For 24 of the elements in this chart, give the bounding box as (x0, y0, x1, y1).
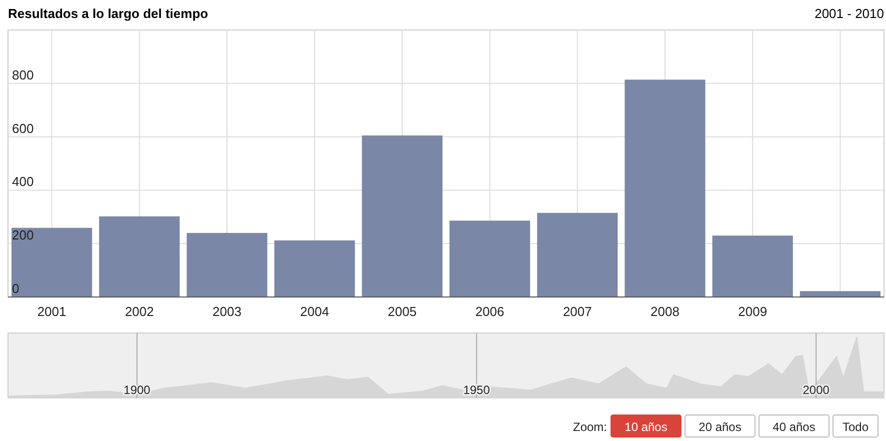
x-tick-label: 2008 (650, 304, 680, 319)
y-tick-label: 200 (12, 228, 34, 243)
x-tick-label: 2009 (738, 304, 768, 319)
y-tick-label: 400 (12, 174, 34, 190)
y-tick-label: 800 (12, 67, 34, 82)
x-tick-label: 2004 (300, 304, 330, 319)
text: Zoom: (572, 420, 607, 434)
x-tick-label: 2000 (802, 383, 830, 397)
y-tick-label: 600 (12, 120, 34, 136)
x-tick-label: 2006 (475, 304, 504, 319)
text: 40 años (772, 420, 816, 434)
text: 10 años (624, 420, 668, 434)
x-tick-label: 1900 (124, 383, 151, 397)
x-tick-label: 2003 (212, 304, 242, 319)
chart-subtitle: 2001 - 2010 (814, 6, 884, 21)
x-tick-label: 1950 (463, 383, 490, 397)
x-tick-label: 2001 (37, 304, 66, 319)
x-tick-label: 2005 (388, 304, 417, 319)
chart-title: Resultados a lo largo del tiempo (8, 6, 208, 21)
text: 20 años (698, 420, 742, 434)
x-tick-label: 2007 (562, 304, 592, 319)
text: Todo (842, 420, 869, 434)
x-tick-label: 2002 (124, 304, 154, 319)
y-tick-label: 0 (12, 281, 20, 296)
